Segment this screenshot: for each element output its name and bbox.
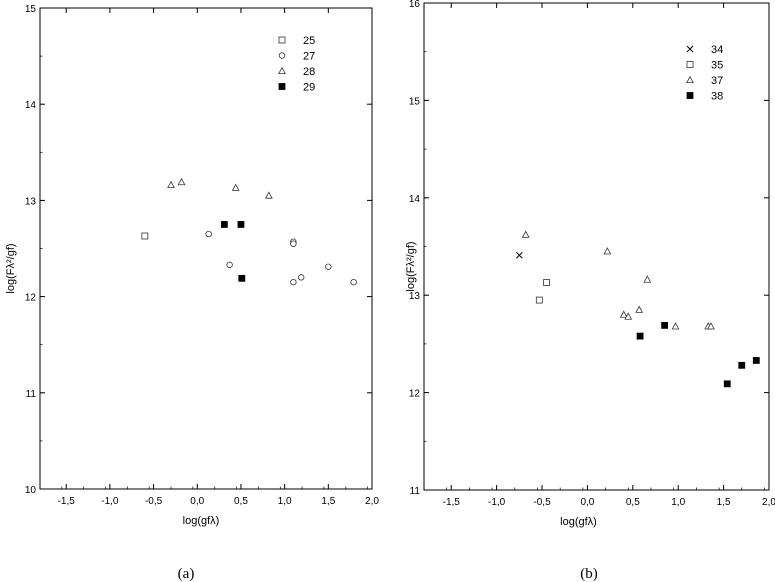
legend-label-28: 28 <box>303 66 315 78</box>
x-tick-label-b: -0,5 <box>533 497 551 508</box>
x-tick-label-a: -0,5 <box>145 496 163 507</box>
x-tick-label-a: -1,5 <box>58 496 76 507</box>
x-tick-label-b: 2,0 <box>762 497 775 508</box>
data-point-series-38 <box>661 321 668 329</box>
y-tick-label-a: 10 <box>25 485 37 496</box>
data-point-series-37 <box>603 247 612 255</box>
data-point-series-27 <box>325 263 332 270</box>
x-tick-label-b: 1,0 <box>671 497 685 508</box>
data-point-series-34 <box>515 251 523 259</box>
data-point-series-27 <box>226 261 233 269</box>
data-point-series-27 <box>290 278 297 286</box>
y-tick-label-a: 13 <box>25 196 37 207</box>
y-tick-label-a: 11 <box>26 389 37 400</box>
data-point-series-38 <box>738 361 746 369</box>
legend-marker-29 <box>278 83 286 90</box>
x-tick-label-a: 0,0 <box>190 496 204 507</box>
data-point-series-37 <box>643 275 652 283</box>
x-axis-title-b: log(gfλ) <box>560 516 597 528</box>
data-point-series-37 <box>671 322 680 330</box>
data-point-series-35 <box>535 296 543 304</box>
data-point-series-25 <box>141 232 149 240</box>
data-point-series-27 <box>205 230 212 238</box>
caption-b: (b) <box>580 566 598 582</box>
legend-label-34: 34 <box>711 44 723 56</box>
x-tick-label-a: 1,5 <box>321 496 335 507</box>
legend-label-27: 27 <box>303 51 315 63</box>
legend-marker-27 <box>278 52 286 59</box>
x-tick-label-a: -1,0 <box>101 496 119 507</box>
data-point-series-37 <box>619 310 628 318</box>
data-point-series-28 <box>177 177 186 186</box>
data-point-series-29 <box>238 274 246 282</box>
y-tick-label-a: 15 <box>25 4 37 15</box>
legend-label-37: 37 <box>711 75 723 87</box>
y-axis-title-b: log(Fλ²/gf) <box>405 241 417 291</box>
y-tick-label-a: 14 <box>25 100 37 111</box>
y-tick-label-a: 12 <box>25 293 37 304</box>
x-tick-label-a: 1,0 <box>278 496 292 507</box>
plot-frame-a <box>39 7 373 490</box>
data-point-series-27 <box>290 240 297 247</box>
x-tick-label-b: -1,5 <box>443 497 461 508</box>
data-point-series-27 <box>350 278 357 286</box>
y-tick-label-b: 13 <box>409 291 421 302</box>
legend-label-38: 38 <box>711 91 723 103</box>
y-tick-label-b: 16 <box>409 0 421 10</box>
data-point-series-29 <box>237 221 245 228</box>
data-point-series-28 <box>231 183 240 191</box>
legend-label-29: 29 <box>303 82 315 94</box>
x-tick-label-b: 1,5 <box>717 497 731 508</box>
y-tick-label-b: 11 <box>410 486 421 497</box>
legend-label-25: 25 <box>303 35 315 47</box>
legend-marker-28 <box>278 66 286 74</box>
x-tick-label-a: 2,0 <box>365 496 379 507</box>
data-point-series-38 <box>723 380 731 388</box>
x-tick-label-a: 0,5 <box>234 496 248 507</box>
legend-label-35: 35 <box>711 60 723 72</box>
y-tick-label-b: 12 <box>409 389 421 400</box>
x-axis-title-a: log(gfλ) <box>183 515 220 527</box>
legend-marker-37 <box>686 75 694 83</box>
legend-marker-35 <box>686 61 694 68</box>
caption-a: (a) <box>178 566 195 582</box>
data-point-series-28 <box>167 180 175 189</box>
data-point-series-37 <box>624 312 633 320</box>
legend-marker-38 <box>686 92 694 99</box>
y-axis-title-a: log(Fλ²/gf) <box>5 243 17 293</box>
x-tick-label-b: -1,0 <box>488 497 506 508</box>
y-tick-label-b: 14 <box>409 194 421 205</box>
y-tick-label-b: 15 <box>409 96 421 107</box>
x-tick-label-b: 0,5 <box>626 497 640 508</box>
data-point-series-37 <box>707 322 715 330</box>
data-point-series-27 <box>298 274 305 281</box>
chart-panel-a: -1,5 -1,0 -0,5 0,0 0,5 1,0 1,5 2,0 10 11 12 13 14 15 l… <box>5 4 379 527</box>
data-point-series-29 <box>220 221 228 228</box>
legend-marker-25 <box>278 36 286 44</box>
legend-marker-34 <box>686 45 694 53</box>
x-tick-label-b: 0,0 <box>580 497 594 508</box>
data-point-series-28 <box>265 191 273 199</box>
data-point-series-38 <box>636 332 644 340</box>
chart-panel-b: -1,5 -1,0 -0,5 0,0 0,5 1,0 1,5 2,0 11 12 13 14 15 16 l… <box>405 0 775 528</box>
data-point-series-37 <box>521 230 530 238</box>
data-point-series-37 <box>635 305 644 313</box>
data-point-series-35 <box>543 279 550 286</box>
data-point-series-38 <box>752 357 760 364</box>
